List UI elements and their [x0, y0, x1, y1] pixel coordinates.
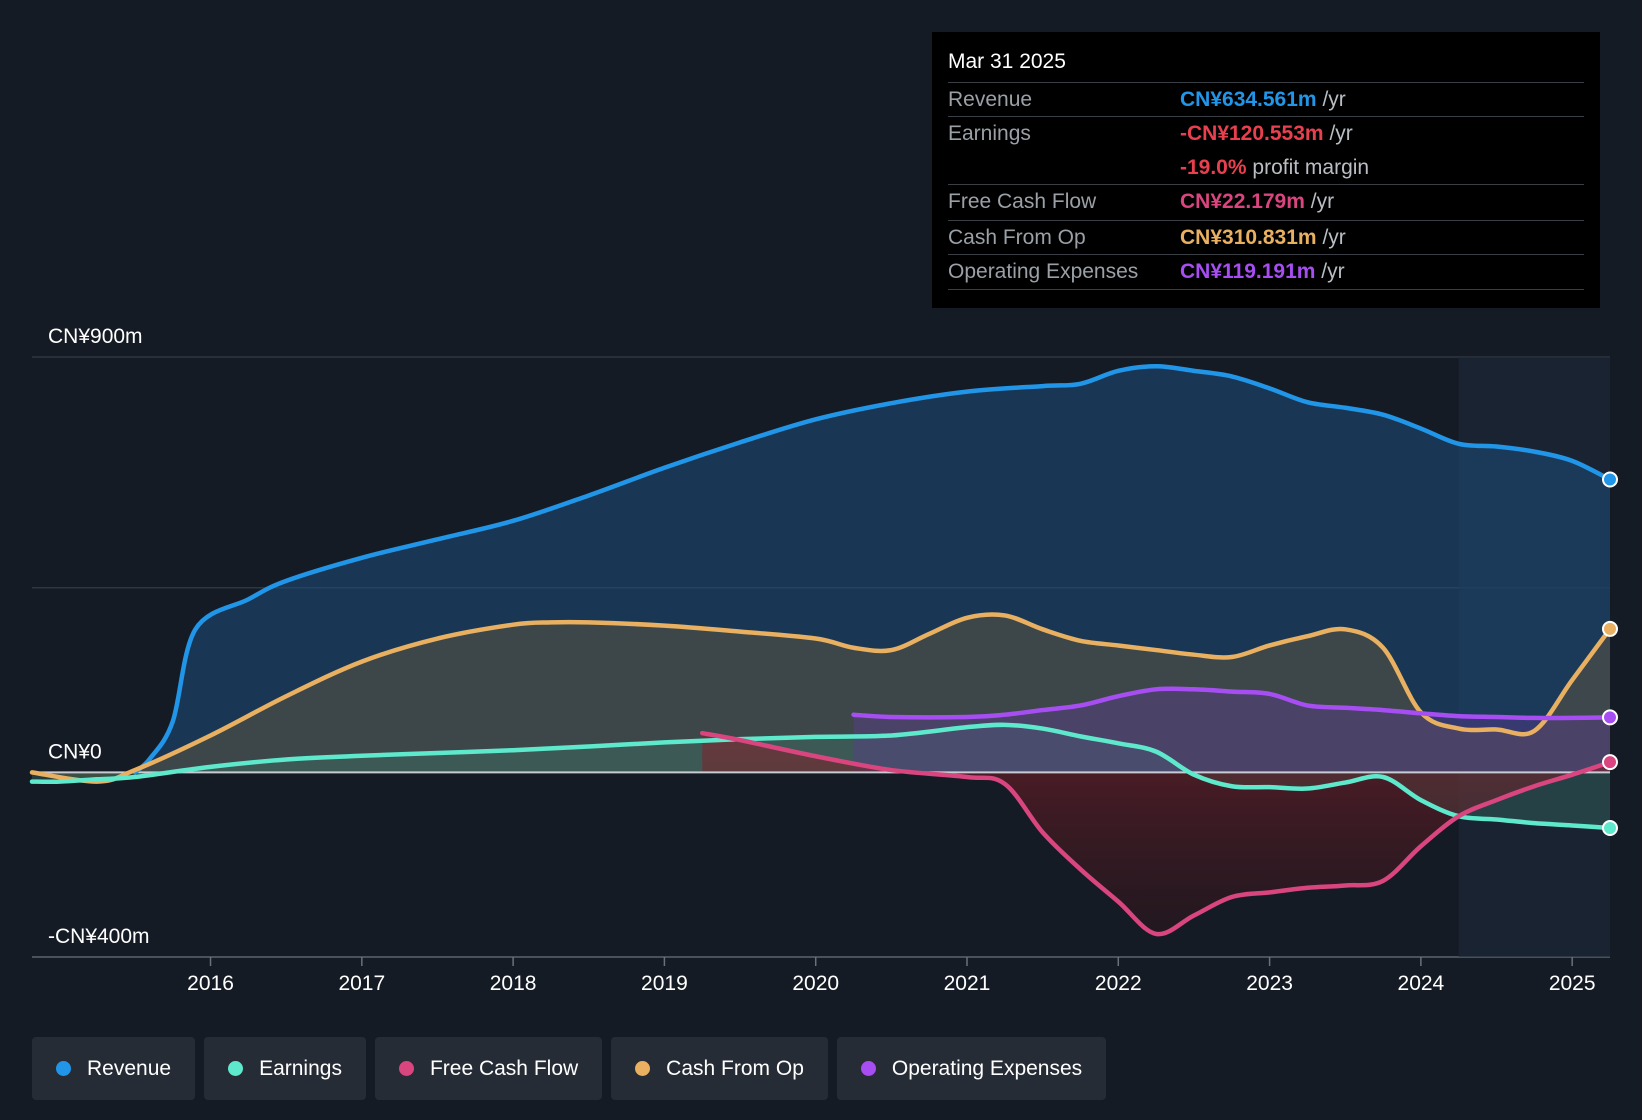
tooltip-unit: /yr	[1322, 226, 1346, 249]
tooltip-panel: Mar 31 2025 Revenue CN¥634.561m /yr Earn…	[932, 32, 1600, 308]
tooltip-date: Mar 31 2025	[948, 50, 1066, 73]
legend-label: Earnings	[259, 1056, 342, 1080]
tooltip-label: Earnings	[948, 122, 1031, 145]
earnings-endpoint	[1602, 820, 1618, 837]
x-tick-label: 2018	[490, 972, 537, 995]
y-axis-label: CN¥900m	[48, 325, 143, 348]
tooltip-margin-value: -19.0%	[1180, 156, 1247, 179]
earnings-line	[29, 722, 1613, 831]
tooltip-value: CN¥310.831m /yr	[1180, 226, 1346, 250]
x-tick-label: 2024	[1398, 972, 1445, 995]
tooltip-label: Revenue	[948, 88, 1033, 111]
revenue-area	[134, 366, 1611, 773]
free-cash-flow-dot-icon	[398, 1061, 414, 1076]
y-axis-label: CN¥0	[48, 740, 102, 763]
legend-label: Revenue	[87, 1056, 172, 1080]
legend-item-earnings[interactable]: Earnings	[204, 1037, 366, 1100]
cash-from-op-endpoint	[1602, 620, 1618, 637]
tooltip-unit: /yr	[1322, 88, 1346, 111]
tooltip-row-earnings: Earnings -CN¥120.553m /yr -19.0% profit …	[948, 116, 1584, 185]
cash-from-op-line	[29, 612, 1613, 784]
x-tick-label: 2016	[187, 972, 234, 995]
tooltip-row-opex: Operating Expenses CN¥119.191m /yr	[948, 254, 1584, 290]
legend-item-free-cash-flow[interactable]: Free Cash Flow	[374, 1037, 603, 1100]
tooltip-value: CN¥119.191m /yr	[1180, 260, 1345, 284]
operating-expenses-dot-icon	[860, 1061, 876, 1076]
legend-item-revenue[interactable]: Revenue	[32, 1037, 196, 1100]
tooltip-margin-unit: profit margin	[1252, 156, 1370, 179]
legend: Revenue Earnings Free Cash Flow Cash Fro…	[32, 1037, 1107, 1100]
tooltip-value-text: CN¥119.191m	[1180, 260, 1316, 283]
tooltip-value-text: -CN¥120.553m	[1180, 122, 1324, 145]
legend-item-operating-expenses[interactable]: Operating Expenses	[836, 1037, 1107, 1100]
tooltip-value-text: CN¥22.179m	[1180, 190, 1305, 213]
tooltip-value: CN¥634.561m /yr	[1180, 88, 1346, 112]
tooltip-unit: /yr	[1310, 190, 1335, 213]
x-tick-label: 2019	[641, 972, 688, 995]
legend-label: Operating Expenses	[891, 1056, 1083, 1080]
y-axis-labels: CN¥900m CN¥0 -CN¥400m	[48, 325, 150, 948]
tooltip-row-revenue: Revenue CN¥634.561m /yr	[948, 82, 1584, 117]
operating-expenses-area	[853, 688, 1610, 773]
x-tick-label: 2025	[1549, 972, 1596, 995]
cash-from-op-dot-icon	[635, 1061, 651, 1076]
x-tick-label: 2017	[338, 972, 385, 995]
tooltip-margin: -19.0% profit margin	[1180, 156, 1369, 180]
tooltip-label: Free Cash Flow	[948, 190, 1097, 213]
x-axis-ticks: 2016 2017 2018 2019 2020 2021 2022 2023 2024 2025	[187, 957, 1596, 995]
tooltip-value: -CN¥120.553m /yr	[1180, 122, 1353, 146]
tooltip-value-text: CN¥310.831m	[1180, 226, 1317, 249]
series-lines	[29, 363, 1613, 937]
series-endpoints	[1602, 471, 1618, 837]
y-axis-label: -CN¥400m	[48, 925, 150, 948]
tooltip-unit: /yr	[1321, 260, 1345, 283]
revenue-line	[132, 363, 1613, 775]
x-tick-label: 2020	[792, 972, 839, 995]
tooltip-label: Cash From Op	[948, 226, 1086, 249]
operating-expenses-endpoint	[1602, 709, 1618, 726]
x-tick-label: 2023	[1246, 972, 1293, 995]
legend-item-cash-from-op[interactable]: Cash From Op	[611, 1037, 828, 1100]
revenue-dot-icon	[56, 1061, 71, 1076]
tooltip-row-fcf: Free Cash Flow CN¥22.179m /yr	[948, 184, 1584, 219]
tooltip-unit: /yr	[1329, 122, 1353, 145]
x-tick-label: 2022	[1095, 972, 1142, 995]
tooltip-value-text: CN¥634.561m	[1180, 88, 1317, 111]
tooltip-value: CN¥22.179m /yr	[1180, 190, 1334, 214]
series-areas	[32, 366, 1611, 935]
free-cash-flow-endpoint	[1602, 754, 1618, 771]
free-cash-flow-line	[699, 730, 1613, 937]
x-tick-label: 2021	[944, 972, 991, 995]
operating-expenses-line	[851, 686, 1613, 721]
legend-label: Cash From Op	[666, 1056, 804, 1080]
earnings-dot-icon	[228, 1061, 244, 1076]
tooltip-label: Operating Expenses	[948, 260, 1139, 283]
revenue-endpoint	[1602, 471, 1618, 488]
cash-from-op-area	[32, 614, 1610, 782]
legend-label: Free Cash Flow	[429, 1056, 579, 1080]
free-cash-flow-area	[702, 733, 1610, 935]
tooltip-row-cfo: Cash From Op CN¥310.831m /yr	[948, 220, 1584, 255]
